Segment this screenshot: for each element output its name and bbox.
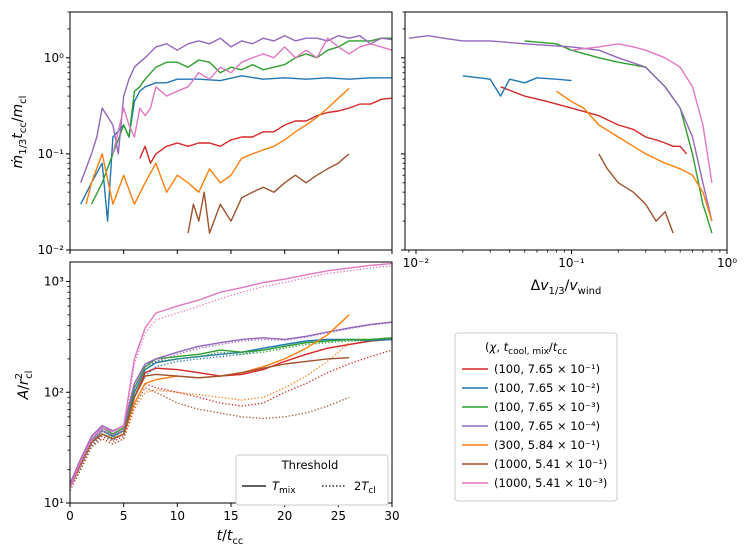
series-line (70, 387, 350, 491)
plot-area (70, 262, 392, 491)
series-line (70, 265, 392, 491)
series-line (187, 153, 350, 234)
legend-dotted-label: 2Tcl (354, 479, 376, 496)
x-tick-label: 10⁻¹ (558, 256, 585, 270)
legend-entry-label: (100, 7.65 × 10⁻¹) (494, 362, 600, 376)
x-tick-label: 10⁰ (717, 256, 737, 270)
series-line (139, 97, 392, 164)
series-line (70, 262, 392, 488)
plot-area (408, 35, 713, 234)
axes-frame (69, 261, 393, 504)
series-line (598, 153, 674, 234)
y-tick-label: 10⁰ (44, 51, 64, 65)
series-line (556, 90, 713, 222)
series-line (571, 43, 713, 183)
plot-area (80, 35, 392, 234)
legend-entry-label: (100, 7.65 × 10⁻²) (494, 381, 600, 395)
series-line (85, 87, 350, 205)
x-tick-label: 25 (331, 509, 346, 523)
bottom-left-axes: 10¹ 10² 10³ 0 5 10 15 20 25 30 (44, 261, 400, 523)
legend-title: (χ, tcool, mix/tcc (485, 340, 567, 357)
x-tick-label: 10⁻² (403, 256, 430, 270)
series-line (70, 337, 392, 491)
x-tick-label: 30 (384, 509, 399, 523)
y-tick-label: 10⁻¹ (38, 147, 65, 161)
series-line (500, 86, 688, 155)
series-line (112, 37, 392, 155)
x-tick-label: 20 (277, 509, 292, 523)
legend-entry-label: (100, 7.65 × 10⁻⁴) (494, 419, 600, 433)
top-left-y-label: ṁ1/3tcc/mcl (10, 96, 29, 169)
legend-entry-label: (300, 5.84 × 10⁻¹) (494, 438, 600, 452)
top-right-x-label: Δv1/3/vwind (531, 278, 602, 297)
bottom-left-x-label: t/tcc (217, 528, 244, 547)
y-tick-label: 10² (44, 385, 64, 399)
series-line (70, 321, 392, 484)
series-line (462, 75, 572, 97)
series-line (70, 357, 350, 488)
legend-entry-label: (1000, 5.41 × 10⁻¹) (494, 457, 607, 471)
x-tick-label: 10 (170, 509, 185, 523)
top-left-axes: 10⁻² 10⁻¹ 10⁰ (38, 11, 393, 257)
threshold-legend: Threshold Tmix 2Tcl (235, 454, 389, 506)
series-line (80, 35, 392, 184)
x-tick-label: 0 (66, 509, 74, 523)
series-line (70, 322, 392, 488)
x-tick-label: 5 (120, 509, 128, 523)
y-tick-label: 10¹ (44, 496, 64, 510)
axes-frame (69, 11, 393, 251)
legend-entry-label: (100, 7.65 × 10⁻³) (494, 400, 600, 414)
axes-frame (404, 11, 728, 251)
legend-entry-label: (1000, 5.41 × 10⁻³) (494, 476, 607, 490)
series-line (408, 35, 713, 222)
top-right-axes: 10⁻² 10⁻¹ 10⁰ (401, 11, 737, 270)
bottom-left-y-label: A/r2cl (14, 371, 35, 401)
y-tick-label: 10⁻² (38, 243, 65, 257)
x-tick-label: 15 (223, 509, 238, 523)
legend-solid-label: Tmix (272, 479, 296, 496)
series-line (80, 75, 392, 222)
threshold-legend-title: Threshold (281, 458, 339, 472)
series-legend: (χ, tcool, mix/tcc (100, 7.65 × 10⁻¹) (10… (454, 332, 618, 502)
y-tick-label: 10³ (44, 275, 64, 289)
